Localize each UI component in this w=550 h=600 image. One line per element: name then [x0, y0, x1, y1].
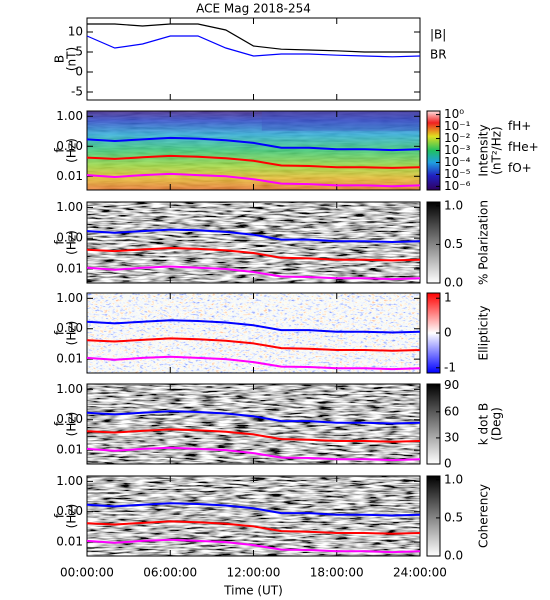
- colorbar-label: k dot B: [477, 403, 491, 445]
- x-tick-label: 06:00:00: [143, 566, 197, 580]
- y-tick-label: 1.00: [56, 200, 83, 214]
- y-tick-label: 0.10: [56, 412, 83, 426]
- spectrogram-texture: [87, 111, 420, 190]
- colorbar-label: (nT²/Hz): [490, 126, 504, 174]
- series-line: [86, 520, 421, 535]
- series-line: [86, 319, 421, 334]
- y-tick-label: 0.01: [56, 261, 83, 275]
- colorbar-tick-label: 1.0: [444, 472, 463, 486]
- colorbar-tick-label: 30: [444, 430, 459, 444]
- y-axis-label: (Hz): [65, 230, 79, 255]
- series-line: [86, 410, 421, 425]
- series-line: [86, 265, 421, 281]
- legend-label: fHe+: [508, 140, 539, 154]
- x-tick-label: 00:00:00: [60, 566, 114, 580]
- y-axis-label: f: [53, 513, 67, 518]
- y-tick-label: 0.10: [56, 504, 83, 518]
- colorbar-label: Ellipticity: [477, 306, 491, 361]
- series-line: [86, 154, 421, 169]
- y-tick-label: 0.01: [56, 443, 83, 457]
- series-line: [86, 136, 421, 152]
- spectrogram-bg: [87, 293, 420, 373]
- y-axis-label: f: [53, 330, 67, 335]
- colorbar-tick-label: 10⁻⁶: [444, 179, 471, 193]
- series-line: [86, 172, 421, 188]
- y-tick-label: 0.01: [56, 535, 83, 549]
- colorbar-tick-label: 0.0: [444, 549, 463, 563]
- y-tick-label: 10: [68, 25, 83, 39]
- spectrogram-bg: [87, 384, 420, 464]
- colorbar: [426, 383, 441, 465]
- y-axis-label: (nT): [65, 47, 79, 71]
- y-tick-label: 1.00: [56, 109, 83, 123]
- colorbar-tick-label: 10⁻⁴: [444, 155, 471, 169]
- y-tick-label: 0.10: [56, 321, 83, 335]
- series-line: [86, 355, 421, 371]
- y-tick-label: -5: [71, 85, 83, 99]
- colorbar-label: Coherency: [477, 484, 491, 548]
- series-line: [86, 502, 421, 517]
- y-tick-label: 5: [75, 45, 83, 59]
- colorbar-label: (Deg): [490, 407, 504, 441]
- y-axis-label: f: [53, 421, 67, 426]
- y-tick-label: 1.00: [56, 382, 83, 396]
- y-axis-label: f: [53, 240, 67, 245]
- colorbar-tick-label: 10⁻³: [444, 143, 471, 157]
- legend-label: fO+: [508, 161, 532, 175]
- chart-title: ACE Mag 2018-254: [196, 2, 311, 16]
- colorbar: [426, 475, 441, 557]
- series-line: [86, 337, 421, 352]
- y-tick-label: 1.00: [56, 291, 83, 305]
- y-axis-label: (Hz): [65, 504, 79, 529]
- spectrogram-bg: [87, 202, 420, 283]
- colorbar-tick-label: 0: [444, 326, 452, 340]
- series-line: [86, 428, 421, 443]
- colorbar-tick-label: 0.5: [444, 237, 463, 251]
- colorbar-tick-label: 0: [444, 457, 452, 471]
- legend-label: fH+: [508, 119, 531, 133]
- y-tick-label: 0.01: [56, 352, 83, 366]
- colorbar-tick-label: 0.0: [444, 276, 463, 290]
- colorbar-tick-label: 10⁻²: [444, 131, 471, 145]
- y-tick-label: 0: [75, 65, 83, 79]
- x-tick-label: 24:00:00: [393, 566, 447, 580]
- colorbar-tick-label: 10⁻¹: [444, 119, 471, 133]
- spectrogram-shade: [261, 111, 420, 131]
- colorbar-tick-label: 10⁰: [444, 107, 464, 121]
- series-line: [86, 246, 421, 262]
- y-tick-label: 0.10: [56, 139, 83, 153]
- colorbar-tick-label: -1: [444, 360, 456, 374]
- legend-label: |B|: [430, 28, 446, 42]
- x-axis-label: Time (UT): [223, 584, 283, 598]
- series-line: [86, 446, 421, 462]
- colorbar-tick-label: 0.5: [444, 510, 463, 524]
- y-axis-label: B: [53, 55, 67, 63]
- legend-label: BR: [430, 48, 447, 62]
- y-axis-label: f: [53, 148, 67, 153]
- y-axis-label: (Hz): [65, 138, 79, 163]
- y-tick-label: 1.00: [56, 474, 83, 488]
- x-tick-label: 18:00:00: [310, 566, 364, 580]
- series-line: [86, 35, 421, 58]
- y-tick-label: 0.01: [56, 169, 83, 183]
- colorbar-tick-label: 90: [444, 378, 459, 392]
- colorbar-tick-label: 1: [444, 291, 452, 305]
- y-axis-label: (Hz): [65, 321, 79, 346]
- y-axis-label: (Hz): [65, 412, 79, 437]
- colorbar-tick-label: 60: [444, 404, 459, 418]
- spectrogram-bg: [87, 476, 420, 556]
- colorbar-tick-label: 1.0: [444, 198, 463, 212]
- colorbar-label: Intensity: [477, 124, 491, 176]
- series-line: [86, 538, 421, 554]
- colorbar-tick-label: 10⁻⁵: [444, 167, 471, 181]
- series-line: [86, 228, 421, 244]
- colorbar-label: % Polarization: [477, 200, 491, 285]
- y-tick-label: 0.10: [56, 231, 83, 245]
- colorbar: [426, 201, 441, 284]
- plot-frame: [86, 17, 421, 101]
- series-line: [87, 23, 420, 53]
- x-tick-label: 12:00:00: [227, 566, 281, 580]
